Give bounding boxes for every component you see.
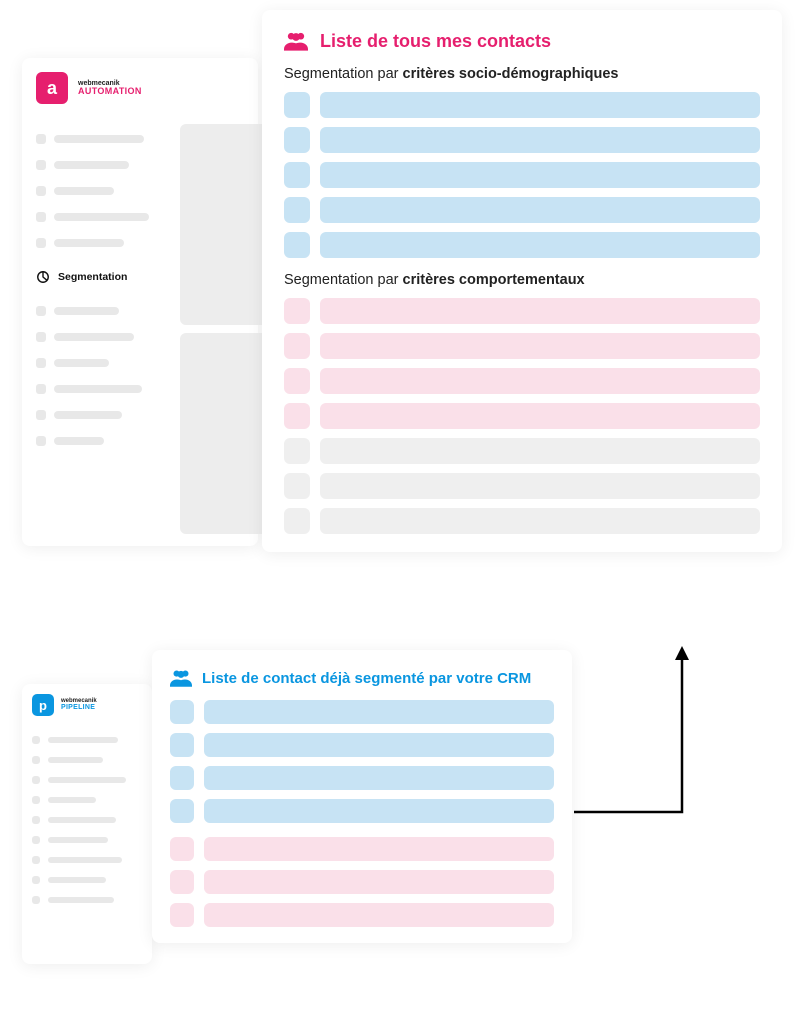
sidebar-placeholder <box>32 896 142 904</box>
list-row[interactable] <box>284 438 760 464</box>
sidebar-placeholder <box>32 876 142 884</box>
sidebar-placeholder <box>32 796 142 804</box>
list-row[interactable] <box>170 799 554 823</box>
list-row[interactable] <box>284 162 760 188</box>
section1-heading: Segmentation par critères socio-démograp… <box>284 66 760 82</box>
list-row[interactable] <box>170 700 554 724</box>
users-icon <box>170 668 192 688</box>
sidebar-placeholder <box>32 816 142 824</box>
section2-grey-rows <box>284 438 760 534</box>
list-row[interactable] <box>284 197 760 223</box>
pipeline-logo-text: webmecanik PIPELINE <box>61 698 97 712</box>
list-row[interactable] <box>284 127 760 153</box>
list-row[interactable] <box>284 368 760 394</box>
section1-rows <box>284 92 760 258</box>
list-row[interactable] <box>170 903 554 927</box>
list-row[interactable] <box>284 298 760 324</box>
sidebar-placeholder <box>32 776 142 784</box>
list-row[interactable] <box>170 733 554 757</box>
automation-logo-badge: a <box>36 72 68 104</box>
list-row[interactable] <box>284 403 760 429</box>
pipeline-logo: p webmecanik PIPELINE <box>32 694 142 716</box>
brand-sub: PIPELINE <box>61 704 97 711</box>
crm-blue-rows <box>170 700 554 823</box>
panel-title: Liste de tous mes contacts <box>320 31 551 52</box>
list-row[interactable] <box>284 508 760 534</box>
section2-heading: Segmentation par critères comportementau… <box>284 272 760 288</box>
list-row[interactable] <box>284 473 760 499</box>
brand-sub: AUTOMATION <box>78 87 142 96</box>
list-row[interactable] <box>170 766 554 790</box>
crm-panel: Liste de contact déjà segmenté par votre… <box>152 650 572 943</box>
sidebar-placeholder <box>32 836 142 844</box>
pipeline-sidebar: p webmecanik PIPELINE <box>22 684 152 964</box>
users-icon <box>284 30 308 52</box>
sidebar-placeholder <box>32 756 142 764</box>
segmentation-icon <box>36 270 50 284</box>
list-row[interactable] <box>284 333 760 359</box>
pipeline-list <box>32 730 142 922</box>
contacts-panel: Liste de tous mes contacts Segmentation … <box>262 10 782 552</box>
flow-arrow <box>572 640 712 840</box>
crm-pink-rows <box>170 837 554 927</box>
panel-title: Liste de contact déjà segmenté par votre… <box>202 670 531 687</box>
list-row[interactable] <box>170 837 554 861</box>
background-gray-panels <box>180 124 270 534</box>
section2-rows <box>284 298 760 429</box>
sidebar-placeholder <box>32 736 142 744</box>
sidebar-placeholder <box>32 856 142 864</box>
list-row[interactable] <box>170 870 554 894</box>
automation-logo-text: webmecanik AUTOMATION <box>78 80 142 97</box>
segmentation-label: Segmentation <box>58 271 127 283</box>
list-row[interactable] <box>284 92 760 118</box>
pipeline-logo-badge: p <box>32 694 54 716</box>
list-row[interactable] <box>284 232 760 258</box>
automation-logo: a webmecanik AUTOMATION <box>36 72 244 104</box>
